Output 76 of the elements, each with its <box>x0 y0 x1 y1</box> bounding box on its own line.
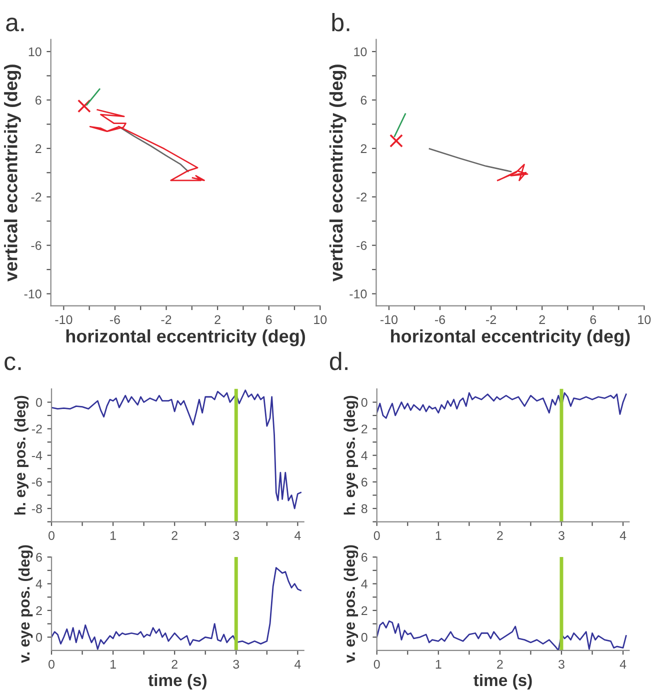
x-tick-label: 2 <box>172 660 178 669</box>
x-axis-title: time (s) <box>148 674 206 690</box>
y-tick-label: 4 <box>361 580 368 588</box>
y-tick-label: 0 <box>361 632 368 642</box>
y-tick-label: -10 <box>350 290 367 298</box>
x-tick-label: -6 <box>435 315 446 324</box>
chart-title: d. <box>330 352 348 370</box>
x-tick-label: 4 <box>620 531 626 540</box>
y-tick-label: 6 <box>362 552 368 562</box>
y-tick-label: 2 <box>36 144 42 153</box>
y-tick-label: -6 <box>32 478 42 487</box>
x-tick-label: 2 <box>172 531 178 540</box>
x-tick-label: 10 <box>638 315 651 324</box>
x-tick-label: 1 <box>436 660 442 669</box>
x-tick-label: 4 <box>294 531 301 540</box>
x-tick-label: -10 <box>380 315 398 324</box>
y-tick-label: 6 <box>36 552 42 562</box>
x-tick-label: -2 <box>486 315 496 324</box>
y-axis-title: h. eye pos. (deg) <box>14 396 29 515</box>
x-tick-label: 2 <box>539 315 545 324</box>
x-tick-label: 0 <box>374 531 380 540</box>
x-tick-label: -6 <box>110 315 120 324</box>
x-tick-label: 0 <box>48 531 54 540</box>
y-tick-label: -6 <box>31 241 42 250</box>
y-tick-label: 2 <box>362 424 368 434</box>
x-tick-label: 6 <box>266 315 272 324</box>
x-axis-title: horizontal eccentricity (deg) <box>391 329 630 346</box>
y-tick-label: 2 <box>362 606 368 615</box>
x-tick-label: 1 <box>110 531 116 540</box>
y-tick-label: -2 <box>32 424 42 434</box>
x-tick-label: 3 <box>558 660 564 669</box>
y-tick-label: 10 <box>354 47 367 56</box>
y-tick-label: 6 <box>36 96 42 105</box>
y-tick-label: 0 <box>361 398 368 407</box>
x-tick-label: 6 <box>590 315 596 324</box>
y-tick-label: 4 <box>36 580 42 588</box>
y-tick-label: 10 <box>28 47 42 56</box>
y-axis-title: vertical eccentricity (deg) <box>329 64 346 282</box>
y-tick-label: -2 <box>356 192 367 202</box>
y-tick-label: -2 <box>31 192 42 202</box>
x-tick-label: 2 <box>497 531 503 540</box>
x-axis-title: time (s) <box>474 674 532 690</box>
y-tick-label: 2 <box>36 606 42 615</box>
y-tick-label: -10 <box>24 290 42 298</box>
x-tick-label: 3 <box>233 531 240 540</box>
x-tick-label: 3 <box>233 660 240 669</box>
y-tick-label: -6 <box>356 241 367 250</box>
x-axis-title: horizontal eccentricity (deg) <box>66 329 305 346</box>
x-tick-label: -2 <box>161 315 172 324</box>
x-tick-label: 1 <box>436 531 442 540</box>
y-tick-label: -4 <box>32 451 42 460</box>
x-tick-label: 1 <box>110 660 116 669</box>
y-tick-label: 6 <box>362 478 368 487</box>
y-axis-title: v. eye pos. (deg) <box>344 545 358 663</box>
chart-title: b. <box>332 12 350 32</box>
y-tick-label: 8 <box>361 504 368 514</box>
x-tick-label: 10 <box>314 315 327 324</box>
y-tick-label: 6 <box>360 96 367 105</box>
x-tick-label: 0 <box>374 660 380 669</box>
y-tick-label: -8 <box>32 504 42 514</box>
x-tick-label: 2 <box>214 315 220 324</box>
x-tick-label: 0 <box>48 660 54 669</box>
y-tick-label: 0 <box>36 632 42 642</box>
y-axis-title: v. eye pos. (deg) <box>18 545 33 663</box>
y-tick-label: 2 <box>360 144 367 153</box>
chart-title: c. <box>4 356 21 370</box>
chart-title: a. <box>6 18 24 32</box>
y-tick-label: 0 <box>36 398 42 407</box>
x-tick-label: 4 <box>294 660 301 669</box>
y-axis-title: vertical eccentricity (deg) <box>4 64 21 282</box>
x-tick-label: 4 <box>620 660 626 669</box>
x-tick-label: 3 <box>558 531 564 540</box>
x-tick-label: -10 <box>55 315 72 324</box>
y-axis-title: h. eye pos. (deg) <box>344 396 358 515</box>
x-tick-label: 2 <box>497 660 503 669</box>
y-tick-label: 4 <box>361 451 368 460</box>
